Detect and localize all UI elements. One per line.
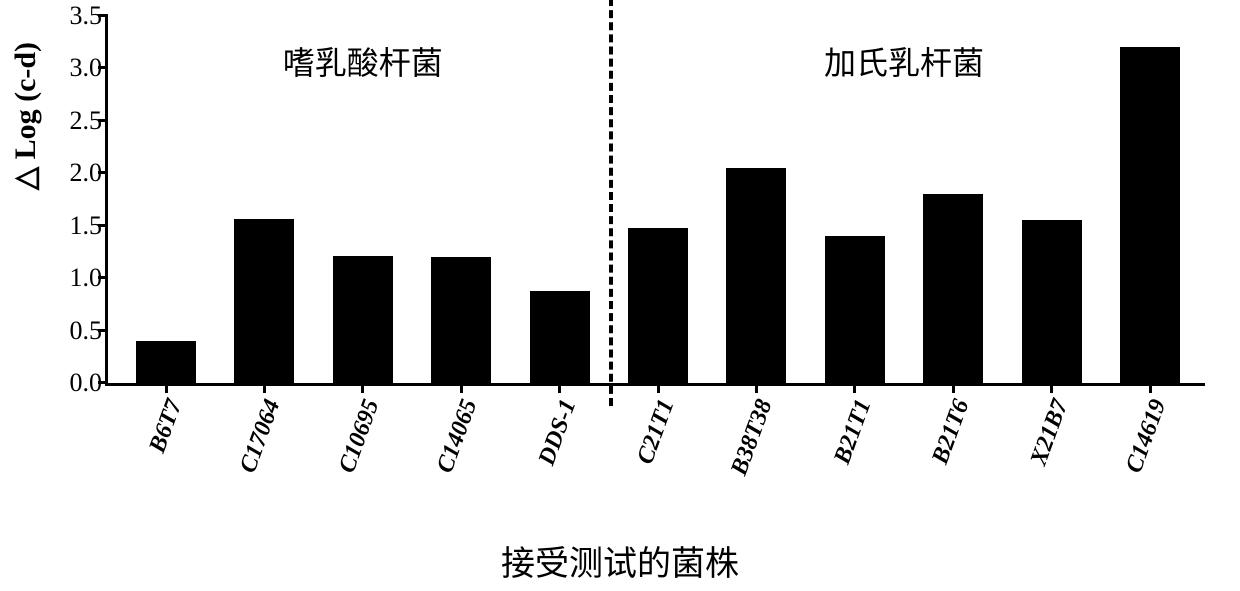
x-label-slot: C10695 <box>330 392 390 542</box>
bar <box>530 291 590 383</box>
bar <box>726 168 786 383</box>
x-label-slot: B21T6 <box>920 392 980 542</box>
y-tick-mark <box>98 119 108 122</box>
x-label-slot: C14619 <box>1117 392 1177 542</box>
y-tick-label: 0.5 <box>40 318 102 344</box>
y-tick-mark <box>98 224 108 227</box>
y-tick-mark <box>98 66 108 69</box>
x-axis-labels: B6T7 C17064 C10695 C14065 DDS-1 C21T1 B38T38 B2… <box>133 392 1177 542</box>
bar <box>234 219 294 383</box>
bar <box>431 257 491 383</box>
bar-slot <box>726 168 786 383</box>
x-label-slot: B38T38 <box>723 392 783 542</box>
bar-slot <box>1120 47 1180 383</box>
x-tick-label: C10695 <box>334 396 385 477</box>
group-label: 嗜乳酸杆菌 <box>283 38 443 84</box>
x-label-slot: DDS-1 <box>527 392 587 542</box>
y-tick-mark <box>98 171 108 174</box>
x-tick-label: B6T7 <box>144 396 188 457</box>
x-label-slot: C14065 <box>428 392 488 542</box>
y-tick-mark <box>98 14 108 17</box>
x-tick-label: C17064 <box>235 396 286 477</box>
x-label-slot: C21T1 <box>625 392 685 542</box>
y-axis-label: △ Log (c-d) <box>8 42 43 190</box>
x-tick-label: C14619 <box>1121 396 1172 477</box>
bar-slot <box>431 257 491 383</box>
x-tick-label: B38T38 <box>726 396 778 479</box>
bar-slot <box>825 236 885 383</box>
x-tick-label: X21B7 <box>1025 396 1074 469</box>
bar-slot <box>234 219 294 383</box>
y-tick-mark <box>98 276 108 279</box>
group-label: 加氏乳杆菌 <box>824 38 984 84</box>
y-tick-label: 3.5 <box>40 3 102 29</box>
bar <box>628 228 688 383</box>
y-tick-label: 1.0 <box>40 265 102 291</box>
x-tick-label: DDS-1 <box>533 396 582 469</box>
y-tick-mark <box>98 381 108 384</box>
y-tick-label: 2.5 <box>40 108 102 134</box>
y-tick-mark <box>98 329 108 332</box>
bar-slot <box>136 341 196 383</box>
bar <box>825 236 885 383</box>
x-label-slot: B21T1 <box>822 392 882 542</box>
bar-slot <box>923 194 983 383</box>
bar <box>923 194 983 383</box>
bar-slot <box>530 291 590 383</box>
bar <box>1120 47 1180 383</box>
x-tick-label: C14065 <box>432 396 483 477</box>
y-tick-label: 3.0 <box>40 55 102 81</box>
x-tick-label: C21T1 <box>632 396 680 468</box>
bar <box>333 256 393 383</box>
x-label-slot: C17064 <box>231 392 291 542</box>
x-tick-label: B21T6 <box>927 396 975 468</box>
y-tick-label: 0.0 <box>40 370 102 396</box>
x-label-slot: X21B7 <box>1019 392 1079 542</box>
bar-slot <box>333 256 393 383</box>
group-divider <box>609 0 613 406</box>
bar-chart: △ Log (c-d) 0.0 0.5 1.0 1.5 2.0 2.5 3.0 3.5 嗜乳酸杆… <box>0 0 1240 591</box>
x-label-slot: B6T7 <box>133 392 193 542</box>
bar-slot <box>628 228 688 383</box>
bar <box>136 341 196 383</box>
y-tick-label: 2.0 <box>40 160 102 186</box>
bar <box>1022 220 1082 383</box>
x-axis-title: 接受测试的菌株 <box>0 536 1240 585</box>
x-tick-label: B21T1 <box>829 396 877 468</box>
bar-slot <box>1022 220 1082 383</box>
plot-area: 0.00.51.01.52.02.53.03.5嗜乳酸杆菌加氏乳杆菌 <box>105 16 1205 386</box>
y-tick-label: 1.5 <box>40 213 102 239</box>
